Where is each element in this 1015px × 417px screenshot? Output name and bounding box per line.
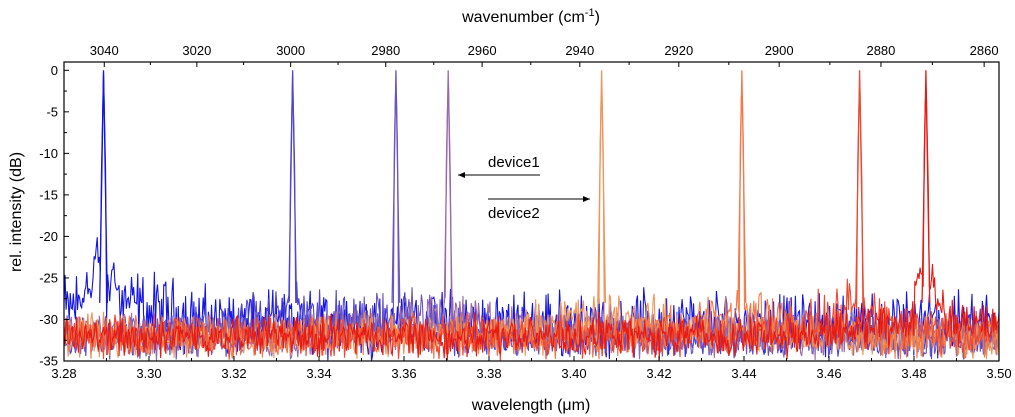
series-peak-2 [391,70,401,303]
y-tick-label: -5 [46,104,58,119]
top-tick-label: 2880 [866,43,895,58]
top-axis-title-base: wavenumber (cm [461,9,585,26]
x-tick-label: 3.44 [731,366,756,381]
y-tick-label: -35 [39,354,58,369]
x-tick-label: 3.48 [901,366,926,381]
y-tick-label: -20 [39,229,58,244]
top-axis: 3040 3020 3000 2980 2960 2940 2920 2900 2880 2860 [90,43,999,67]
y-tick-label: -25 [39,270,58,285]
x-tick-label: 3.40 [561,366,586,381]
y-axis-title: rel. intensity (dB) [8,152,25,272]
x-tick-label: 3.50 [986,366,1011,381]
top-axis-title: wavenumber (cm-1) [461,7,600,26]
x-tick-label: 3.46 [816,366,841,381]
top-tick-label: 2920 [664,43,693,58]
series-peak-0 [99,70,108,303]
top-tick-label: 2900 [765,43,794,58]
x-tick-label: 3.38 [476,366,501,381]
x-tick-label: 3.42 [646,366,671,381]
x-tick-label: 3.36 [391,366,416,381]
y-tick-label: -15 [39,187,58,202]
series-line-7 [64,88,999,361]
series-line-6 [64,79,999,361]
top-tick-label: 2960 [468,43,497,58]
series-peak-1 [288,70,298,303]
annotation-device1: device1 [488,154,540,171]
y-tick-label: 0 [51,63,58,78]
x-tick-label: 3.30 [136,366,161,381]
annotation-device2: device2 [488,205,540,222]
top-axis-title-end: ) [595,9,600,26]
series-peak-5 [737,70,747,303]
series-line-0 [64,72,999,361]
top-tick-label: 2940 [565,43,594,58]
top-tick-label: 3020 [182,43,211,58]
y-tick-label: -10 [39,146,58,161]
left-axis: 0 -5 -10 -15 -20 -25 -30 -35 [39,63,69,369]
series-peak-4 [597,70,607,303]
top-axis-title-sup: -1 [585,7,595,19]
series-peak-3 [443,70,453,303]
x-tick-label: 3.28 [51,366,76,381]
x-tick-label: 3.32 [221,366,246,381]
series-peak-6 [855,70,865,303]
x-axis-title: wavelength (μm) [471,397,591,414]
top-tick-label: 3000 [276,43,305,58]
top-tick-label: 2980 [371,43,400,58]
y-tick-label: -30 [39,312,58,327]
top-tick-label: 3040 [90,43,119,58]
bottom-axis: 3.28 3.30 3.32 3.34 3.36 3.38 3.40 3.42 3.44 3.46… [51,356,1012,381]
series-layer [64,70,999,361]
top-tick-label: 2860 [970,43,999,58]
series-line-5 [64,95,999,360]
x-tick-label: 3.34 [306,366,331,381]
series-peak-7 [921,70,931,303]
